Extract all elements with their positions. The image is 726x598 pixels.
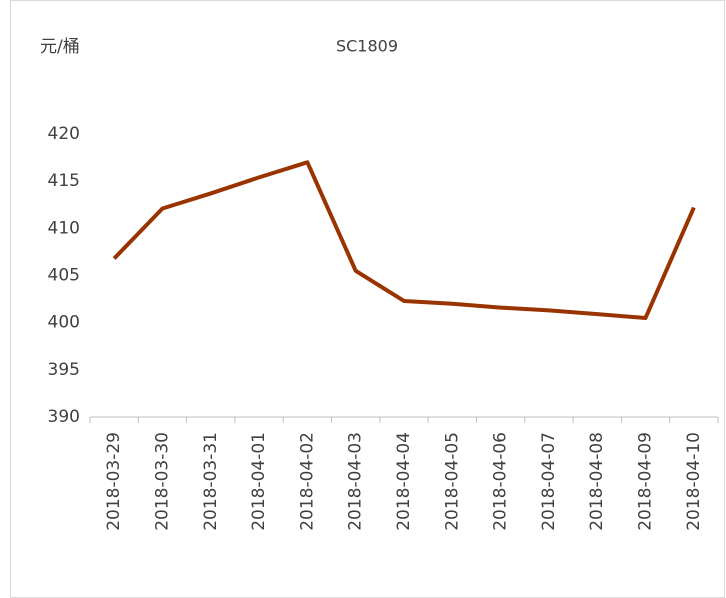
x-tick-label: 2018-04-04: [394, 432, 414, 531]
x-tick-label: 2018-03-31: [201, 432, 221, 531]
y-tick-label: 415: [48, 171, 80, 191]
x-tick-label: 2018-03-29: [104, 432, 124, 531]
x-tick-label: 2018-04-08: [587, 432, 607, 531]
y-tick-label: 405: [48, 266, 80, 286]
y-axis-label: 元/桶: [40, 37, 80, 57]
line-series: [112, 160, 696, 320]
y-tick-label: 395: [48, 360, 80, 380]
x-tick-label: 2018-04-09: [636, 432, 656, 531]
x-tick-label: 2018-03-30: [152, 432, 172, 531]
y-tick-label: 410: [48, 218, 80, 238]
x-tick-label: 2018-04-06: [491, 432, 511, 531]
x-tick-label: 2018-04-03: [346, 432, 366, 531]
x-tick-label: 2018-04-07: [539, 432, 559, 531]
y-tick-label: 420: [48, 124, 80, 144]
x-tick-label: 2018-04-10: [684, 432, 704, 531]
x-tick-label: 2018-04-05: [442, 432, 462, 531]
y-tick-label: 400: [48, 313, 80, 333]
x-tick-label: 2018-04-02: [297, 432, 317, 531]
y-tick-label: 390: [48, 407, 80, 427]
chart-title: SC1809: [336, 37, 398, 56]
x-tick-label: 2018-04-01: [249, 432, 269, 531]
